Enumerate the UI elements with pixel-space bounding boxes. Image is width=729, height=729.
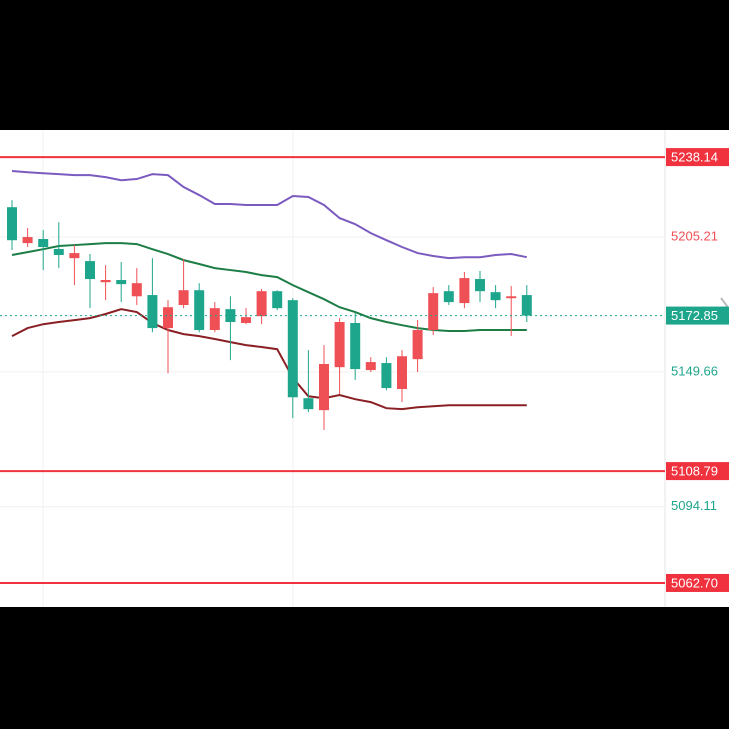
candle-body — [69, 253, 80, 259]
candle-body — [365, 362, 376, 371]
band-line — [11, 242, 527, 332]
y-tick-label: 5149.66 — [671, 363, 718, 378]
candle-body — [38, 238, 49, 248]
chart-background — [0, 130, 729, 607]
candle-body — [85, 261, 95, 280]
price-label-box — [666, 148, 729, 167]
last-price-box — [666, 306, 729, 325]
price-label-box — [666, 573, 729, 592]
candle-body — [350, 322, 361, 370]
candle-body — [443, 291, 454, 303]
candle-body — [256, 291, 267, 317]
candle-body — [22, 237, 33, 244]
candle-body — [53, 248, 64, 256]
band-line — [11, 308, 527, 411]
candle-body — [319, 364, 329, 411]
candle-body — [412, 330, 423, 360]
candle-body — [428, 293, 439, 331]
last-price-label: 5172.85 — [671, 308, 718, 323]
candle-body — [303, 398, 314, 410]
candle-body — [147, 295, 158, 329]
candle-body — [241, 317, 251, 323]
candle-body — [397, 356, 407, 390]
candle-body — [287, 300, 298, 398]
price-label: 5108.79 — [671, 464, 718, 479]
price-label: 5238.14 — [671, 150, 718, 165]
candle-body — [334, 322, 345, 368]
candle-body — [459, 278, 470, 304]
y-tick-label: 5205.21 — [671, 228, 718, 243]
candle-body — [521, 295, 532, 316]
price-label-box — [666, 462, 729, 481]
candle-body — [209, 308, 220, 331]
candle-body — [131, 283, 142, 297]
candle-body — [490, 292, 501, 301]
candle-body — [163, 307, 173, 329]
candle-body — [272, 291, 283, 309]
candle-body — [100, 280, 111, 283]
band-line — [11, 170, 527, 260]
price-label: 5062.70 — [671, 575, 718, 590]
candle-body — [194, 290, 205, 331]
candle-body — [381, 363, 392, 389]
candle-body — [116, 280, 127, 285]
candle-body — [506, 296, 517, 299]
candle-body — [475, 279, 485, 292]
candle-body — [7, 207, 17, 241]
y-tick-label: 5094.11 — [671, 498, 717, 513]
candle-body — [178, 290, 189, 306]
